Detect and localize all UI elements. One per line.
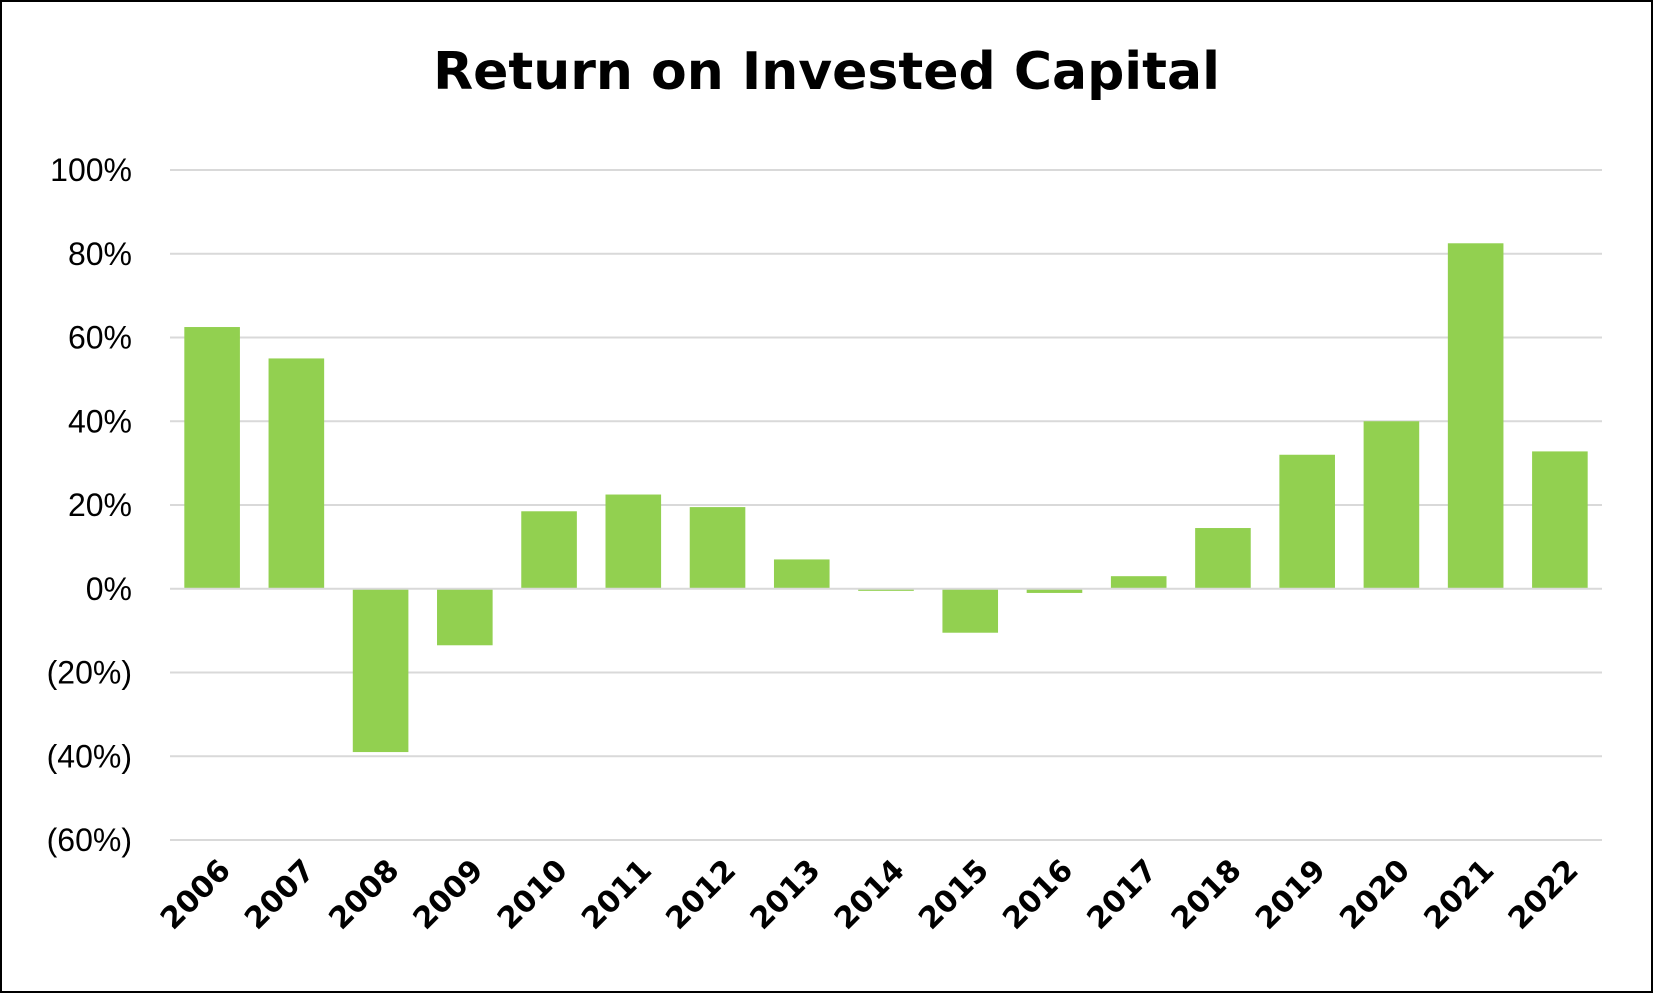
bars (184, 243, 1588, 753)
y-tick-label: 0% (86, 571, 132, 607)
bar-2012 (689, 507, 746, 589)
x-tick-label: 2020 (1333, 853, 1417, 937)
bar-2017 (1110, 576, 1167, 589)
x-tick-label: 2022 (1502, 853, 1586, 937)
bar-2016 (1026, 588, 1083, 593)
x-tick-label: 2016 (996, 853, 1080, 937)
y-tick-label: 20% (68, 487, 132, 523)
x-tick-label: 2013 (744, 853, 828, 937)
bar-2007 (268, 358, 325, 589)
bar-2013 (773, 559, 830, 589)
bar-2019 (1279, 454, 1335, 589)
y-tick-label: 60% (68, 320, 132, 356)
x-tick-label: 2006 (154, 853, 238, 937)
x-tick-label: 2009 (407, 853, 491, 937)
x-axis-ticks: 2006 2007 2008 2009 2010 2011 2012 2013 2014 2015… (154, 853, 1586, 937)
bar-2015 (942, 588, 999, 633)
bar-2022 (1532, 451, 1588, 589)
x-tick-label: 2010 (491, 853, 575, 937)
bar-2009 (437, 588, 493, 646)
y-tick-label: (40%) (47, 738, 132, 774)
bar-2021 (1447, 243, 1504, 589)
x-tick-label: 2012 (659, 853, 743, 937)
y-tick-label: 40% (68, 403, 132, 439)
x-tick-label: 2021 (1418, 853, 1502, 937)
x-tick-label: 2019 (1249, 853, 1333, 937)
bar-2018 (1195, 528, 1251, 589)
x-tick-label: 2017 (1081, 853, 1165, 937)
bar-2020 (1363, 421, 1420, 589)
x-tick-label: 2008 (322, 853, 406, 937)
x-tick-label: 2015 (912, 853, 996, 937)
y-tick-label: (20%) (47, 655, 132, 691)
bar-2014 (858, 588, 914, 591)
y-tick-label: 100% (50, 152, 132, 188)
chart-title: Return on Invested Capital (433, 42, 1220, 102)
bar-2008 (352, 588, 409, 753)
x-tick-label: 2018 (1165, 853, 1249, 937)
bar-2006 (184, 327, 240, 589)
x-tick-label: 2011 (575, 853, 659, 937)
y-tick-label: 80% (68, 236, 132, 272)
bar-2011 (605, 494, 662, 589)
x-tick-label: 2007 (238, 853, 322, 937)
bar-2010 (521, 511, 577, 589)
y-tick-label: (60%) (47, 822, 132, 858)
gridlines (170, 169, 1602, 841)
x-tick-label: 2014 (828, 853, 912, 937)
y-axis-ticks: 100% 80% 60% 40% 20% 0% (20%) (40%) (60%) (47, 152, 132, 858)
